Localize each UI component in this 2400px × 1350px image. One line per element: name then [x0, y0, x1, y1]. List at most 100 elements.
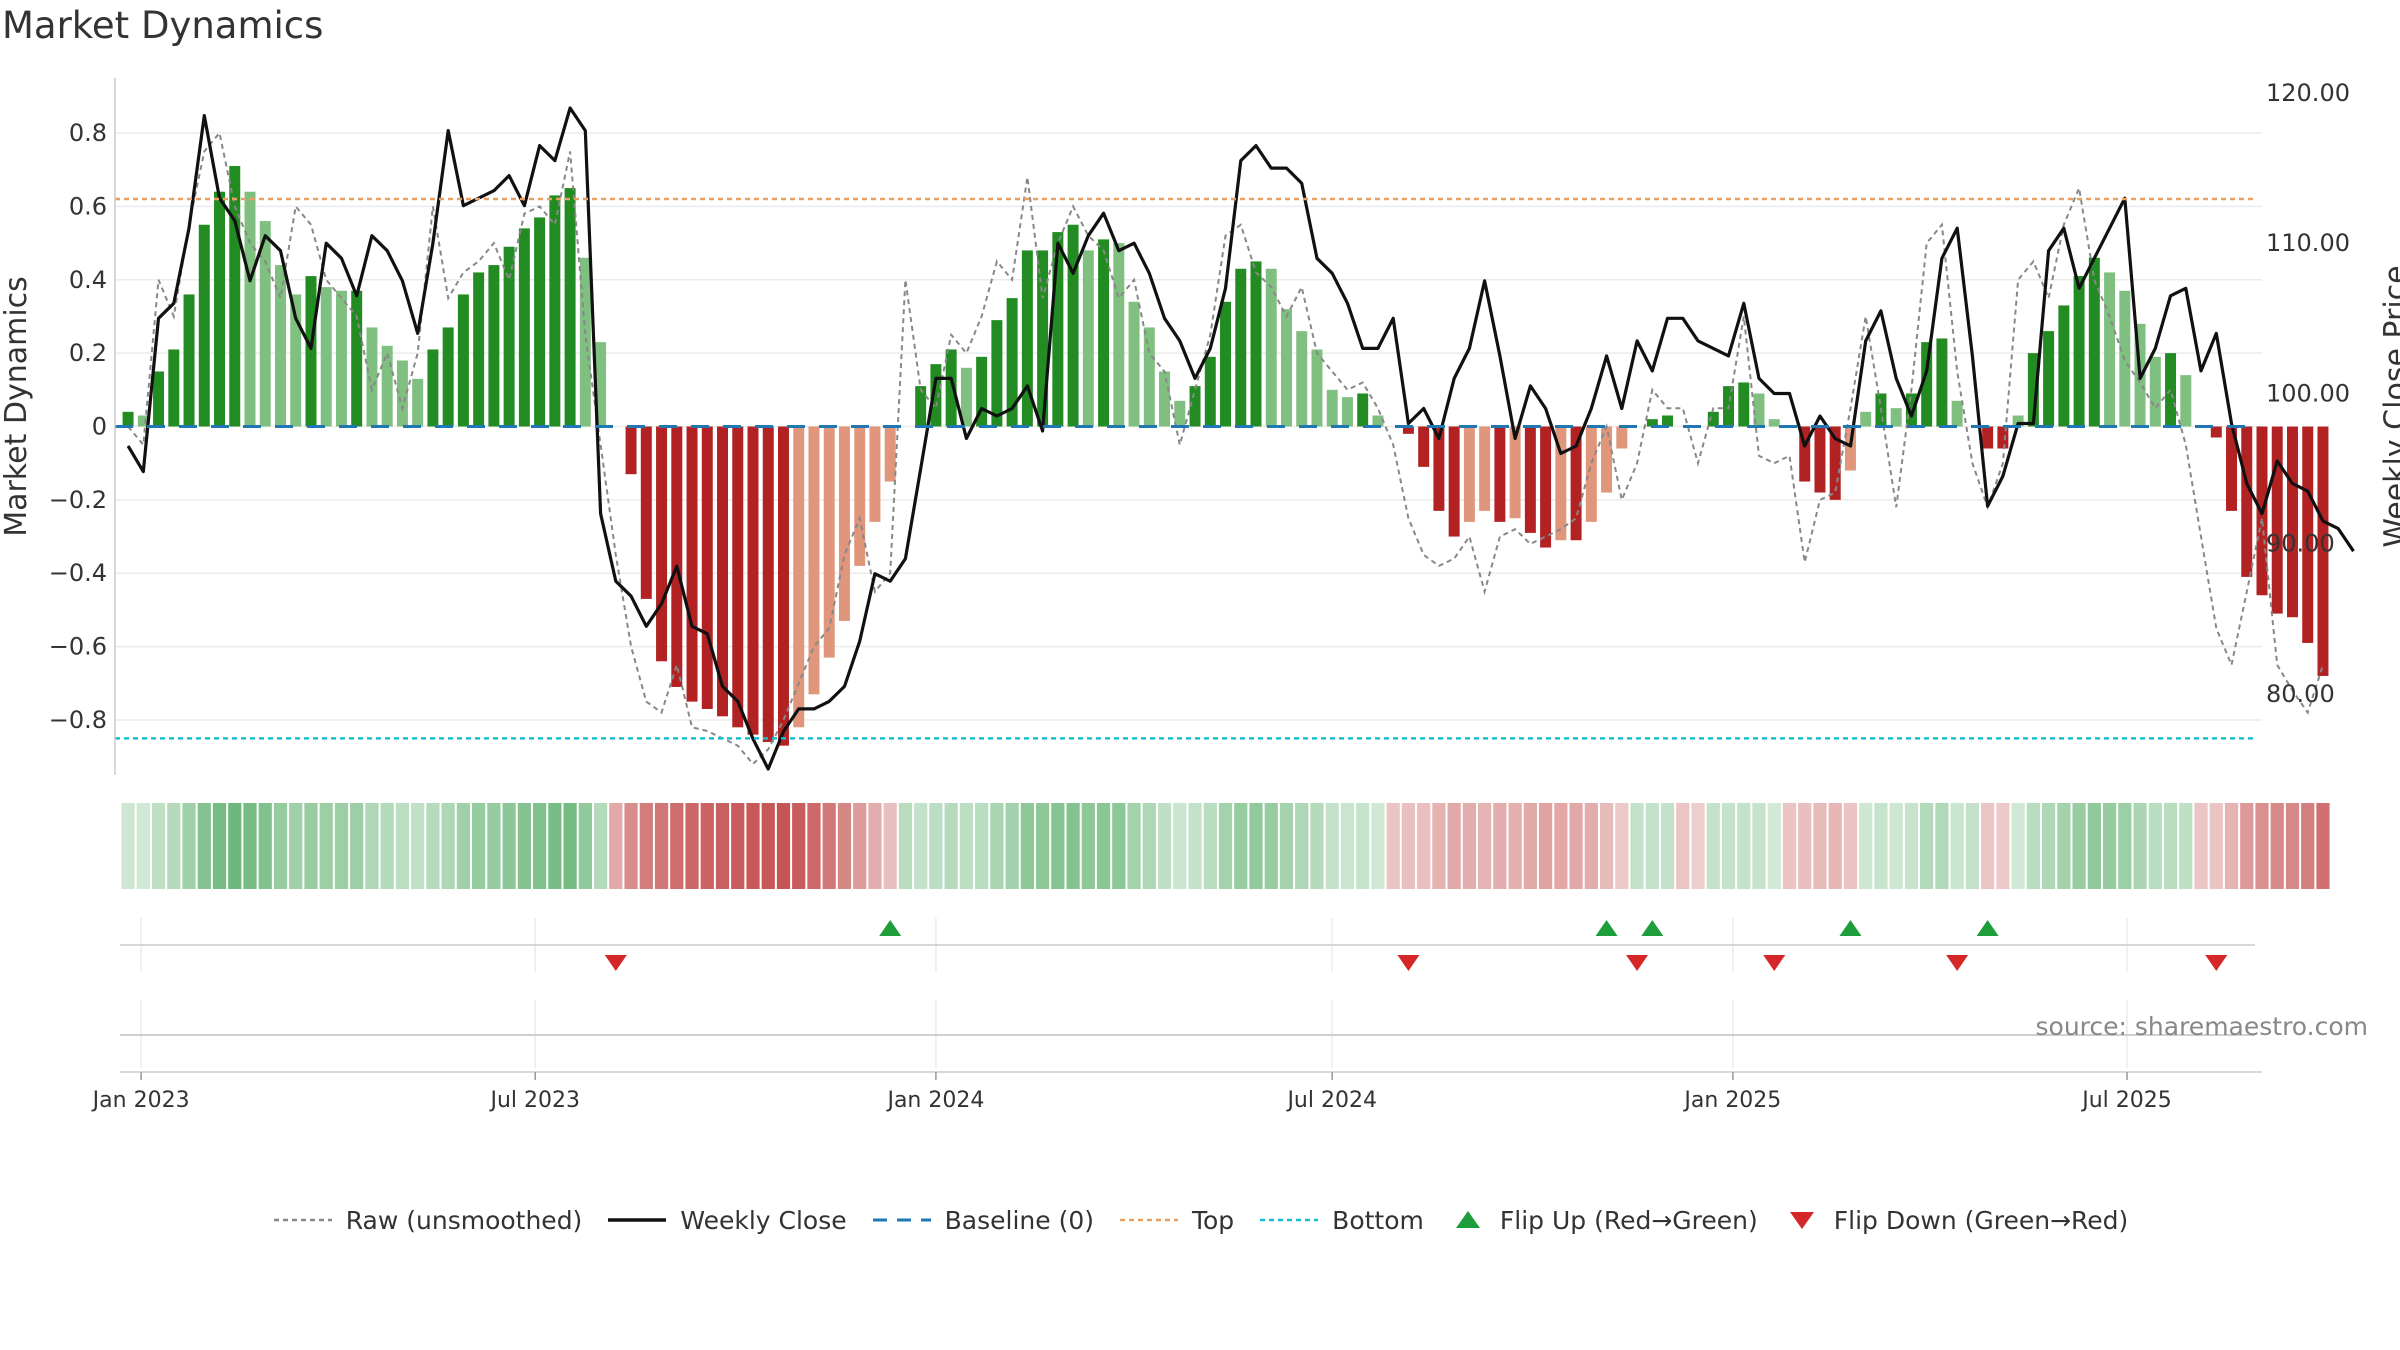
- heat-cell: [350, 803, 364, 889]
- heat-cell: [1005, 803, 1019, 889]
- bar: [945, 349, 957, 427]
- heat-cell: [487, 803, 501, 889]
- bar: [1372, 415, 1384, 427]
- heat-cell: [319, 803, 333, 889]
- bar: [1936, 338, 1948, 427]
- heat-cell: [456, 803, 471, 889]
- bar: [976, 356, 988, 427]
- heat-cell: [1798, 803, 1812, 889]
- bar: [473, 272, 485, 427]
- flip-down-marker: [1626, 955, 1649, 971]
- heat-cell: [2255, 803, 2269, 889]
- heat-cell: [1157, 803, 1172, 889]
- heat-cell: [1112, 803, 1126, 889]
- bar: [1616, 426, 1628, 449]
- heat-cell: [1188, 803, 1202, 889]
- bar: [869, 426, 881, 522]
- bar: [275, 265, 286, 427]
- heat-cell: [563, 803, 577, 889]
- flip-up-marker: [1641, 920, 1664, 936]
- bar: [1646, 419, 1658, 427]
- heat-cell: [2179, 803, 2193, 889]
- heat-cell: [1828, 803, 1842, 889]
- heat-cell: [273, 803, 288, 889]
- y2-tick-label: 110.00: [2266, 229, 2350, 257]
- bar: [686, 426, 698, 702]
- bar: [366, 327, 378, 427]
- heat-cell: [639, 803, 653, 889]
- bar: [808, 426, 820, 695]
- flip-down-marker: [1946, 955, 1969, 971]
- heat-cell: [243, 803, 257, 889]
- bar: [122, 411, 134, 427]
- heat-cell: [1660, 803, 1675, 889]
- heat-cell: [670, 803, 684, 889]
- heat-cell: [1401, 803, 1416, 889]
- bar: [1311, 349, 1323, 427]
- heat-strip: [121, 803, 2330, 889]
- bar: [244, 191, 256, 427]
- legend-label: Flip Down (Green→Red): [1833, 1205, 2129, 1235]
- heat-cell: [2087, 803, 2101, 889]
- bar: [1220, 301, 1232, 427]
- bar: [1326, 389, 1338, 427]
- heat-cell: [1356, 803, 1370, 889]
- legend-label: Raw (unsmoothed): [345, 1205, 583, 1235]
- legend-item-baseline: Baseline (0): [871, 1206, 1094, 1235]
- heat-cell: [151, 803, 166, 889]
- bar: [1174, 400, 1186, 427]
- flip-down-marker: [2205, 955, 2228, 971]
- bar: [2226, 426, 2238, 511]
- bar: [1601, 426, 1613, 493]
- bar: [1707, 411, 1719, 427]
- heat-cell: [2072, 803, 2086, 889]
- y2-tick-label: 100.00: [2266, 379, 2350, 407]
- heat-cell: [1295, 803, 1309, 889]
- heat-cell: [1234, 803, 1248, 889]
- bar: [412, 378, 424, 427]
- bar: [1768, 419, 1780, 427]
- flip-down-marker: [604, 955, 627, 971]
- y2-tick-label: 90.00: [2266, 530, 2335, 558]
- bar: [625, 426, 637, 475]
- bar: [1037, 250, 1049, 427]
- close-legend-icon: [608, 1218, 667, 1222]
- bar: [1067, 224, 1079, 427]
- heat-cell: [975, 803, 989, 889]
- flip-up-marker: [879, 920, 902, 936]
- heat-cell: [334, 803, 349, 889]
- bar: [2317, 426, 2329, 676]
- heat-cell: [914, 803, 928, 889]
- bar: [1143, 327, 1155, 427]
- heat-cell: [1935, 803, 1949, 889]
- bar: [351, 290, 363, 427]
- bar: [2073, 276, 2085, 427]
- raw-line: [127, 130, 2324, 766]
- heat-cell: [228, 803, 242, 889]
- legend-label: Bottom: [1332, 1205, 1424, 1235]
- heat-cell: [1447, 803, 1461, 889]
- heat-cell: [2133, 803, 2147, 889]
- bar: [717, 426, 729, 717]
- bar: [778, 426, 789, 746]
- legend-item-flip-up: Flip Up (Red→Green): [1448, 1206, 1758, 1235]
- heat-cell: [837, 803, 852, 889]
- heat-cell: [1340, 803, 1355, 889]
- bar: [854, 426, 866, 566]
- bar: [2271, 426, 2283, 614]
- bar: [1570, 426, 1582, 541]
- x-tick-label: Jul 2023: [488, 1088, 580, 1113]
- y-tick-label: 0.8: [69, 119, 107, 147]
- y-tick-label: −0.6: [49, 633, 107, 661]
- bar: [1204, 356, 1216, 427]
- bar: [2058, 305, 2070, 427]
- heat-cell: [2163, 803, 2178, 889]
- heat-cell: [365, 803, 379, 889]
- source-panel: [120, 1000, 2255, 1068]
- heat-cell: [1615, 803, 1629, 889]
- bar: [1159, 371, 1171, 427]
- bar: [1098, 239, 1110, 427]
- x-axis: Jan 2023 Jul 2023 Jan 2024 Jul 2024 Jan 2025…: [91, 1071, 2262, 1113]
- heat-cell: [1142, 803, 1156, 889]
- heat-cell: [1737, 803, 1751, 889]
